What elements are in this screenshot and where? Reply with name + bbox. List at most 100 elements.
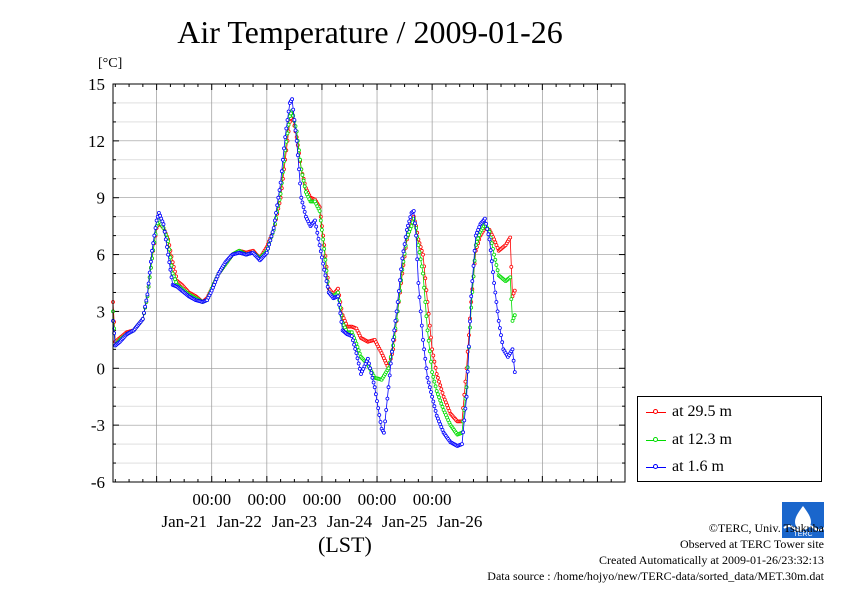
data-point xyxy=(435,375,440,380)
data-point xyxy=(429,390,433,394)
data-point xyxy=(439,387,444,392)
data-point xyxy=(337,302,342,307)
data-point xyxy=(472,248,477,253)
data-point xyxy=(427,385,432,390)
data-point xyxy=(367,361,371,366)
data-point xyxy=(278,191,283,196)
data-point xyxy=(508,235,513,240)
x-tick-label-date: Jan-26 xyxy=(437,512,482,531)
data-point xyxy=(396,289,401,294)
data-point xyxy=(338,311,343,316)
data-point xyxy=(354,351,359,356)
data-point xyxy=(496,318,501,323)
data-point xyxy=(313,218,317,223)
data-point xyxy=(426,338,431,343)
data-point xyxy=(264,250,269,255)
terc-logo-icon: TERC xyxy=(782,502,824,538)
data-point xyxy=(424,288,429,293)
data-point xyxy=(493,257,498,262)
x-tick-label-time: 00:00 xyxy=(247,490,286,509)
data-point xyxy=(492,281,497,285)
data-point xyxy=(387,373,392,378)
x-tick-label-date: Jan-21 xyxy=(162,512,207,531)
data-point xyxy=(485,227,490,231)
data-point xyxy=(376,406,381,411)
data-point xyxy=(487,237,492,242)
data-point xyxy=(339,319,344,324)
data-point xyxy=(431,374,436,379)
data-point xyxy=(378,420,383,424)
data-point xyxy=(293,128,298,133)
data-point xyxy=(355,356,360,361)
data-point xyxy=(432,359,437,364)
data-point xyxy=(318,249,323,254)
data-point xyxy=(438,398,443,403)
data-point xyxy=(316,236,321,241)
data-point xyxy=(469,305,474,310)
data-point xyxy=(412,221,417,226)
data-point xyxy=(297,167,301,172)
data-point xyxy=(425,375,430,380)
data-point xyxy=(302,184,307,189)
legend-marker xyxy=(653,437,658,442)
data-point xyxy=(336,290,340,295)
data-point xyxy=(357,366,362,371)
data-point xyxy=(440,404,445,409)
data-point xyxy=(488,248,493,253)
data-point xyxy=(285,118,290,122)
legend-label: at 1.6 m xyxy=(672,458,724,475)
data-point xyxy=(434,372,439,376)
data-point xyxy=(418,245,423,249)
data-point xyxy=(494,300,499,304)
data-point xyxy=(425,328,430,333)
legend-label: at 29.5 m xyxy=(672,403,732,420)
data-point xyxy=(368,366,373,371)
data-point xyxy=(438,383,443,388)
data-point xyxy=(440,390,445,395)
data-point xyxy=(286,122,291,127)
data-point xyxy=(386,385,391,390)
x-tick-label-time: 00:00 xyxy=(358,490,397,509)
data-point xyxy=(365,356,370,361)
data-point xyxy=(399,267,404,272)
data-point xyxy=(321,237,326,242)
data-point xyxy=(295,153,300,158)
data-point xyxy=(321,261,326,266)
y-unit-label: [°C] xyxy=(98,56,123,71)
data-point xyxy=(463,406,468,411)
data-point xyxy=(402,242,407,247)
data-point xyxy=(430,370,435,375)
data-point xyxy=(469,294,474,299)
data-point xyxy=(322,246,327,251)
data-point xyxy=(294,138,299,143)
data-point xyxy=(282,146,286,151)
data-point xyxy=(270,230,275,235)
data-point xyxy=(430,394,435,399)
x-tick-label-time: 00:00 xyxy=(303,490,342,509)
data-point xyxy=(422,285,427,290)
data-point xyxy=(371,380,376,385)
data-point xyxy=(493,290,498,295)
data-point xyxy=(377,413,382,417)
data-point xyxy=(298,181,303,186)
data-point xyxy=(416,243,421,248)
data-point xyxy=(407,219,412,224)
data-point xyxy=(435,392,440,397)
data-point xyxy=(430,347,435,352)
data-point xyxy=(471,263,476,268)
data-point xyxy=(509,264,514,269)
data-point xyxy=(166,252,171,257)
data-point xyxy=(322,267,327,272)
data-point xyxy=(170,260,175,265)
data-point xyxy=(464,394,469,399)
data-point xyxy=(356,348,361,353)
data-point xyxy=(145,292,150,297)
data-point xyxy=(491,270,495,275)
data-point xyxy=(465,369,470,374)
data-point xyxy=(336,286,340,291)
data-point xyxy=(512,288,517,293)
data-point xyxy=(369,371,374,375)
data-point xyxy=(271,226,276,230)
series-2 xyxy=(111,97,517,448)
data-point xyxy=(486,232,491,237)
